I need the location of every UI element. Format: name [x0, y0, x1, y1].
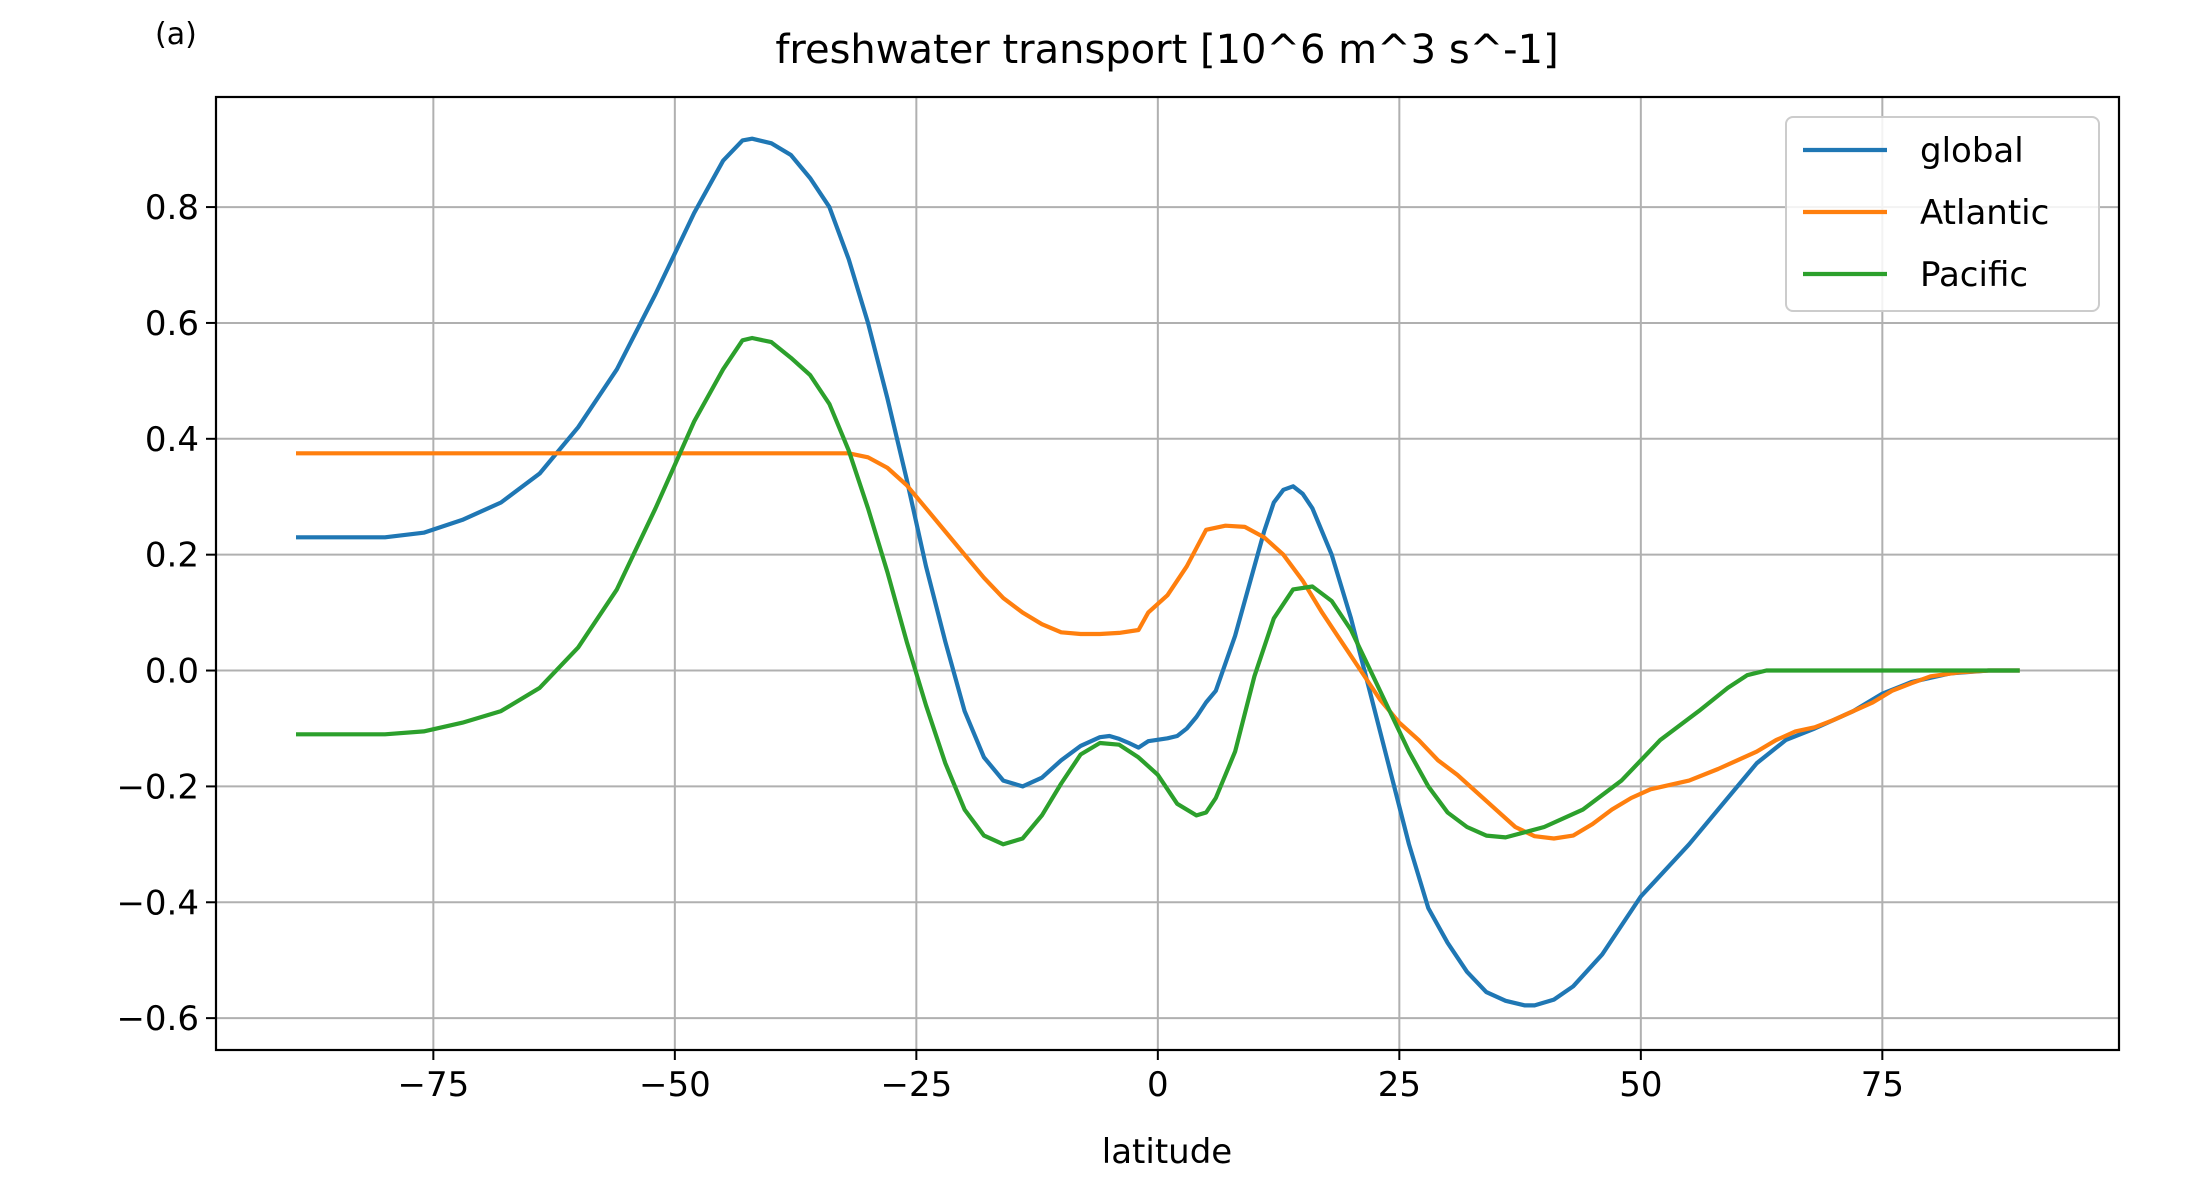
- x-tick-label: 75: [1861, 1065, 1904, 1105]
- legend-label-atlantic: Atlantic: [1920, 193, 2049, 233]
- y-tick-label: −0.6: [116, 999, 199, 1039]
- series-lines: [296, 136, 2020, 1008]
- y-tick-label: 0.0: [145, 652, 199, 692]
- x-tick-label: 25: [1378, 1065, 1421, 1105]
- x-tick-label: 50: [1619, 1065, 1662, 1105]
- series-line-atlantic: [296, 451, 2020, 841]
- y-tick-label: 0.4: [145, 420, 199, 460]
- legend-label-pacific: Pacific: [1920, 255, 2028, 295]
- grid-lines: [216, 97, 2119, 1050]
- y-tick-label: 0.8: [145, 188, 199, 228]
- legend-items: global Atlantic Pacific: [1803, 131, 2049, 295]
- y-tick-label: −0.2: [116, 767, 199, 807]
- axis-ticks: −75 −50 −25 0 25 50 75 −0.6 −0.4 −0.2 0.0 0.2 0.4 0.6…: [116, 188, 1904, 1105]
- panel-label: (a): [155, 17, 197, 52]
- legend-box: [1785, 116, 2100, 312]
- y-tick-label: −0.4: [116, 883, 199, 923]
- series-line-pacific: [296, 335, 2020, 847]
- x-axis-label: latitude: [1102, 1132, 1232, 1172]
- chart-title: freshwater transport [10^6 m^3 s^-1]: [775, 27, 1558, 73]
- series-line-global: [296, 136, 2020, 1008]
- legend-label-global: global: [1920, 131, 2024, 171]
- legend: global Atlantic Pacific: [1785, 116, 2100, 312]
- x-tick-label: −50: [639, 1065, 711, 1105]
- x-tick-label: 0: [1147, 1065, 1169, 1105]
- y-tick-label: 0.6: [145, 304, 199, 344]
- plot-frame: [214, 95, 2121, 1052]
- x-tick-label: −75: [397, 1065, 469, 1105]
- x-tick-label: −25: [880, 1065, 952, 1105]
- y-tick-label: 0.2: [145, 536, 199, 576]
